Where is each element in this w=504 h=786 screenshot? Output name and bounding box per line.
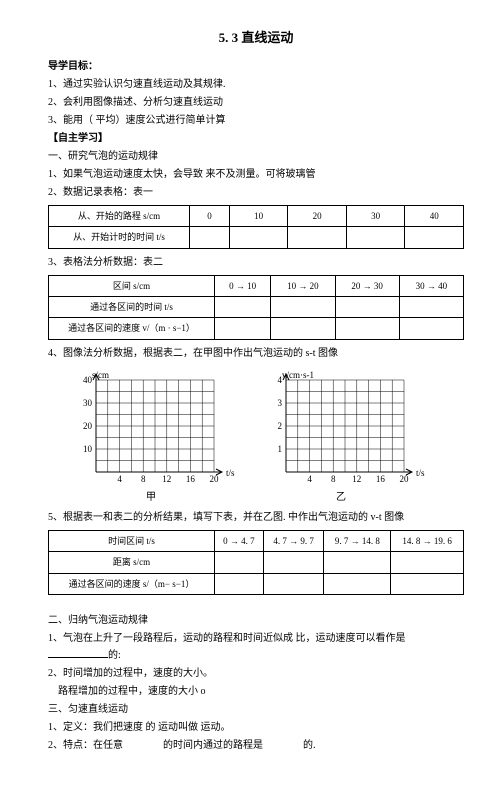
svg-text:1: 1 bbox=[278, 444, 283, 454]
svg-text:20: 20 bbox=[400, 474, 410, 484]
section-2-title: 二、归纳气泡运动规律 bbox=[48, 613, 464, 629]
table-row: 距离 s/cm bbox=[49, 552, 464, 573]
svg-text:12: 12 bbox=[162, 474, 171, 484]
t2-r1-label: 区间 s/cm bbox=[49, 275, 215, 296]
svg-text:t/s: t/s bbox=[416, 468, 425, 478]
t1-r2-c3 bbox=[288, 227, 347, 248]
t2-r1-c4: 30 → 40 bbox=[399, 275, 463, 296]
section-2-item-2: 2、时间增加的过程中，速度的大小。 bbox=[48, 666, 464, 682]
svg-text:30: 30 bbox=[83, 398, 93, 408]
svg-text:16: 16 bbox=[376, 474, 386, 484]
svg-text:4: 4 bbox=[117, 474, 122, 484]
goal-2: 2、会利用图像描述、分析匀速直线运动 bbox=[48, 95, 464, 111]
svg-text:16: 16 bbox=[186, 474, 196, 484]
t3-r1-c1: 0 → 4. 7 bbox=[215, 530, 264, 551]
t1-r1-c1: 0 bbox=[190, 205, 230, 226]
t2-r3-label: 通过各区间的速度 v/（m · s−1） bbox=[49, 318, 215, 339]
section-1-title: 一、研究气泡的运动规律 bbox=[48, 149, 464, 165]
t1-r1-c2: 10 bbox=[229, 205, 288, 226]
svg-text:t/s: t/s bbox=[226, 468, 235, 478]
section-3-title: 三、匀速直线运动 bbox=[48, 702, 464, 718]
table-2: 区间 s/cm 0 → 10 10 → 20 20 → 30 30 → 40 通… bbox=[48, 275, 464, 340]
t3-r2-label: 距离 s/cm bbox=[49, 552, 215, 573]
svg-text:4: 4 bbox=[307, 474, 312, 484]
svg-text:20: 20 bbox=[210, 474, 220, 484]
t2-r1-c1: 0 → 10 bbox=[215, 275, 271, 296]
t1-r2-c5 bbox=[405, 227, 464, 248]
s2-1b: 的: bbox=[108, 650, 121, 661]
chart-caption-1: 甲 bbox=[146, 490, 156, 506]
t1-r1-c4: 30 bbox=[346, 205, 405, 226]
svg-text:s/cm: s/cm bbox=[92, 370, 109, 380]
chart-st: s/cm40 30 20 10 4 8 12 16 20 t/s bbox=[66, 368, 236, 488]
table-1: 从、开始的路程 s/cm 0 10 20 30 40 从、开始计时的时间 t/s bbox=[48, 205, 464, 249]
section-1-item-5: 5、根据表一和表二的分析结果，填写下表，并在乙图. 中作出气泡运动的 v-t 图… bbox=[48, 510, 464, 526]
svg-text:40: 40 bbox=[83, 375, 93, 385]
svg-text:20: 20 bbox=[83, 421, 93, 431]
t2-r1-c3: 20 → 30 bbox=[335, 275, 399, 296]
svg-text:8: 8 bbox=[141, 474, 146, 484]
table-row: 从、开始计时的时间 t/s bbox=[49, 227, 464, 248]
t1-r2-c4 bbox=[346, 227, 405, 248]
section-2-item-3: 路程增加的过程中，速度的大小 o bbox=[48, 684, 464, 700]
svg-text:3: 3 bbox=[278, 398, 283, 408]
goal-1: 1、通过实验认识匀速直线运动及其规律. bbox=[48, 77, 464, 93]
svg-text:2: 2 bbox=[278, 421, 283, 431]
t2-r2-label: 通过各区间的时间 t/s bbox=[49, 296, 215, 317]
t1-r2-label: 从、开始计时的时间 t/s bbox=[49, 227, 190, 248]
t3-r3-label: 通过各区间的速度 s/（m− s−1） bbox=[49, 573, 215, 594]
t1-r1-c5: 40 bbox=[405, 205, 464, 226]
section-1-item-1: 1、如果气泡运动速度太快，会导致 来不及测量。可将玻璃管 bbox=[48, 167, 464, 183]
chart-vt: v/cm·s-1432148121620t/s bbox=[256, 368, 426, 488]
svg-text:8: 8 bbox=[331, 474, 336, 484]
table-row: 时间区间 t/s 0 → 4. 7 4. 7 → 9. 7 9. 7 → 14.… bbox=[49, 530, 464, 551]
goal-3: 3、能用（ 平均）速度公式进行简单计算 bbox=[48, 113, 464, 129]
section-2-item-1: 1、气泡在上升了一段路程后，运动的路程和时间近似成 比，运动速度可以看作是的: bbox=[48, 631, 464, 664]
blank-line bbox=[48, 647, 108, 658]
t1-r1-c3: 20 bbox=[288, 205, 347, 226]
section-1-item-2: 2、数据记录表格：表一 bbox=[48, 185, 464, 201]
t1-r2-c2 bbox=[229, 227, 288, 248]
s2-1a: 1、气泡在上升了一段路程后，运动的路程和时间近似成 比，运动速度可以看作是 bbox=[48, 633, 406, 644]
svg-text:10: 10 bbox=[83, 444, 93, 454]
table-row: 通过各区间的速度 s/（m− s−1） bbox=[49, 573, 464, 594]
table-row: 区间 s/cm 0 → 10 10 → 20 20 → 30 30 → 40 bbox=[49, 275, 464, 296]
self-study-header: 【自主学习】 bbox=[48, 131, 464, 147]
t3-r1-c3: 9. 7 → 14. 8 bbox=[324, 530, 391, 551]
table-3: 时间区间 t/s 0 → 4. 7 4. 7 → 9. 7 9. 7 → 14.… bbox=[48, 530, 464, 595]
goals-header: 导学目标： bbox=[48, 59, 464, 75]
section-1-item-4: 4、图像法分析数据，根据表二，在甲图中作出气泡运动的 s-t 图像 bbox=[48, 346, 464, 362]
table-row: 通过各区间的时间 t/s bbox=[49, 296, 464, 317]
t3-r1-c2: 4. 7 → 9. 7 bbox=[263, 530, 324, 551]
section-3-item-1: 1、定义：我们把速度 的 运动叫做 运动。 bbox=[48, 720, 464, 736]
table-row: 从、开始的路程 s/cm 0 10 20 30 40 bbox=[49, 205, 464, 226]
svg-text:4: 4 bbox=[278, 375, 283, 385]
chart-caption-2: 乙 bbox=[336, 490, 346, 506]
svg-text:12: 12 bbox=[352, 474, 361, 484]
section-1-item-3: 3、表格法分析数据：表二 bbox=[48, 255, 464, 271]
t3-r1-c4: 14. 8 → 19. 6 bbox=[391, 530, 464, 551]
t3-r1-label: 时间区间 t/s bbox=[49, 530, 215, 551]
page-title: 5. 3 直线运动 bbox=[48, 28, 464, 49]
t2-r1-c2: 10 → 20 bbox=[271, 275, 335, 296]
t1-r1-label: 从、开始的路程 s/cm bbox=[49, 205, 190, 226]
t1-r2-c1 bbox=[190, 227, 230, 248]
table-row: 通过各区间的速度 v/（m · s−1） bbox=[49, 318, 464, 339]
section-3-item-2: 2、特点：在任意 的时间内通过的路程是 的. bbox=[48, 738, 464, 754]
